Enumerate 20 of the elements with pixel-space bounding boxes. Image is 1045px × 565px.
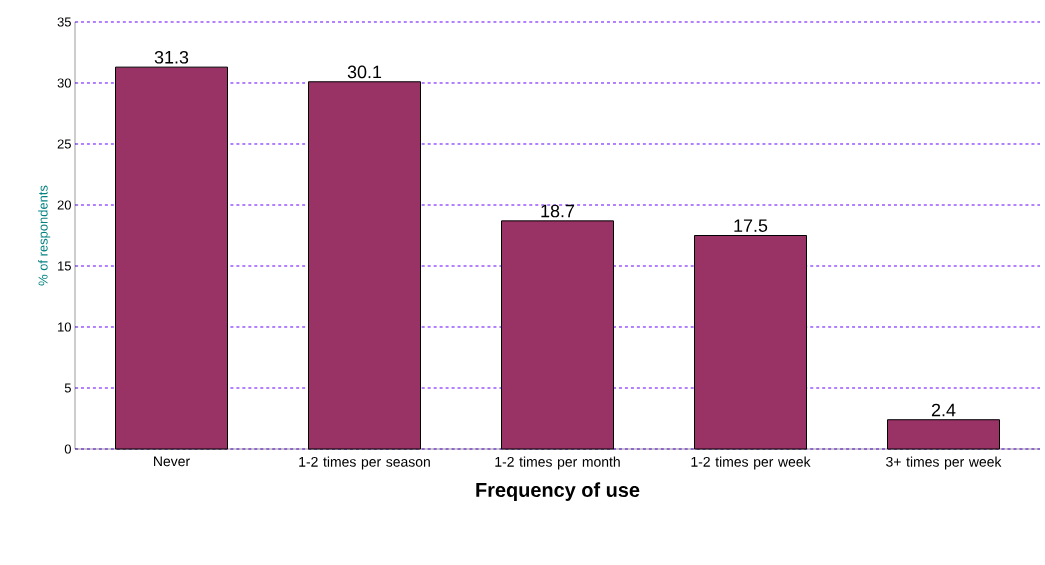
data-label: 31.3 [154, 50, 189, 64]
y-tick-label: 20 [57, 200, 71, 210]
x-axis-title: Frequency of use [476, 482, 640, 501]
y-tick-label: 0 [64, 444, 71, 454]
y-tick-label: 25 [57, 139, 71, 149]
x-tick-label: Never [154, 456, 190, 467]
y-tick-label: 5 [64, 383, 71, 393]
y-tick-label: 35 [57, 17, 71, 27]
x-tick-label: 1-2 times per season [299, 456, 430, 470]
y-axis-title: % of respondents [38, 185, 51, 286]
data-label: 18.7 [541, 204, 575, 218]
x-tick-label: 1-2 times per week [691, 456, 811, 470]
y-tick-label: 10 [58, 322, 71, 332]
data-label: 30.1 [347, 65, 382, 79]
data-label: 17.5 [734, 219, 768, 232]
x-tick-label: 3+ times per week [886, 456, 1002, 470]
y-tick-label: 30 [57, 78, 71, 88]
x-tick-label: 1-2 times per month [495, 456, 620, 470]
y-tick-label: 15 [58, 261, 71, 271]
data-label: 2.4 [931, 403, 956, 417]
